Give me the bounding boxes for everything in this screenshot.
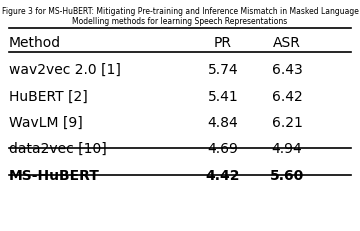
Text: 4.69: 4.69	[207, 142, 238, 156]
Text: Method: Method	[9, 35, 60, 49]
Text: ASR: ASR	[273, 35, 301, 49]
Text: PR: PR	[214, 35, 232, 49]
Text: 6.42: 6.42	[272, 89, 302, 103]
Text: MS-HuBERT: MS-HuBERT	[9, 168, 99, 182]
Text: wav2vec 2.0 [1]: wav2vec 2.0 [1]	[9, 63, 120, 77]
Text: data2vec [10]: data2vec [10]	[9, 142, 106, 156]
Text: 5.74: 5.74	[208, 63, 238, 77]
Text: 4.42: 4.42	[206, 168, 240, 182]
Text: HuBERT [2]: HuBERT [2]	[9, 89, 87, 103]
Text: 4.94: 4.94	[272, 142, 302, 156]
Text: 5.41: 5.41	[207, 89, 238, 103]
Text: 4.84: 4.84	[207, 116, 238, 129]
Text: 6.43: 6.43	[272, 63, 302, 77]
Text: WavLM [9]: WavLM [9]	[9, 116, 82, 129]
Text: Figure 3 for MS-HuBERT: Mitigating Pre-training and Inference Mismatch in Masked: Figure 3 for MS-HuBERT: Mitigating Pre-t…	[1, 7, 359, 26]
Text: 5.60: 5.60	[270, 168, 304, 182]
Text: 6.21: 6.21	[272, 116, 303, 129]
